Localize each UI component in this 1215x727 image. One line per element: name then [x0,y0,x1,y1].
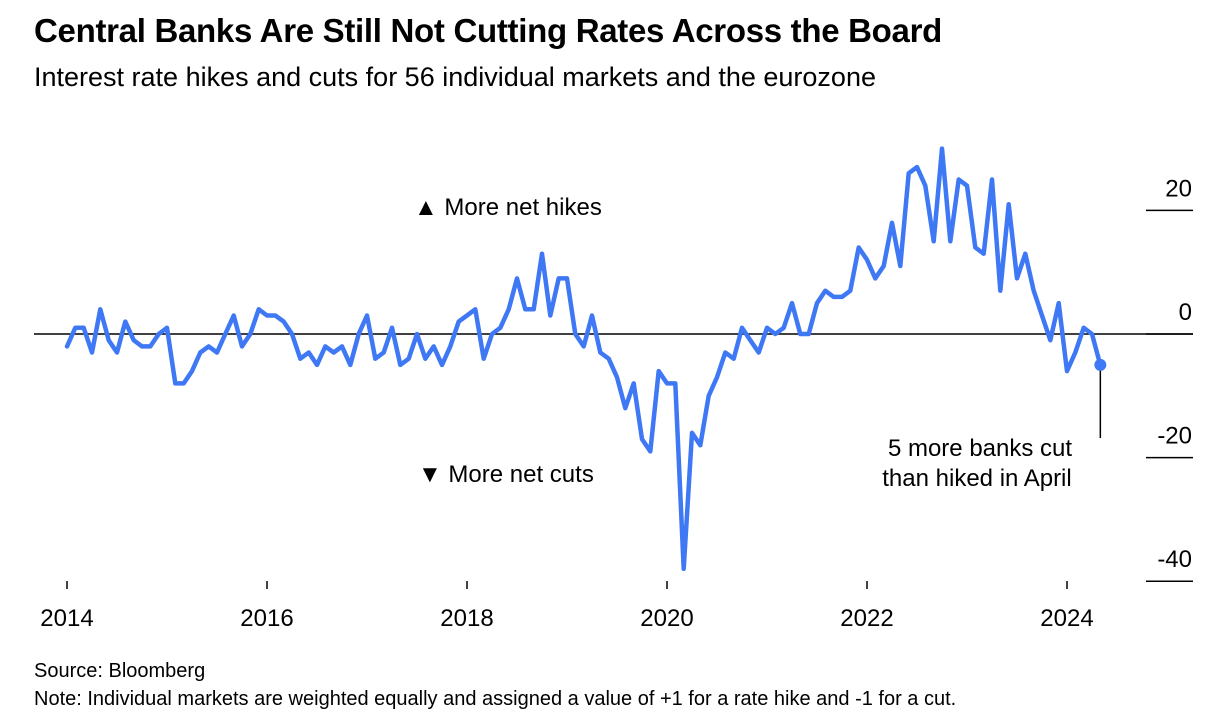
end-point-marker [1094,358,1107,371]
x-tick-label: 2022 [840,605,893,632]
annotation-more-net-hikes: ▲ More net hikes [414,194,602,221]
y-axis: 20 0 -20 -40 [1146,175,1193,582]
x-tick-label: 2016 [240,605,293,632]
chart-title: Central Banks Are Still Not Cutting Rate… [34,12,942,49]
y-tick-label: 0 [1179,299,1192,326]
source-note: Source: Bloomberg [34,660,206,682]
x-tick-label: 2014 [40,605,93,632]
y-tick-label: -40 [1157,546,1192,573]
annotation-april-line2: than hiked in April [882,465,1071,492]
annotation-more-net-cuts: ▼ More net cuts [418,461,594,488]
annotation-april-line1: 5 more banks cut [888,435,1072,462]
series-line [64,146,1103,572]
x-tick-label: 2018 [440,605,493,632]
x-tick-label: 2020 [640,605,693,632]
line-chart: 20 0 -20 -40 2014 2016 2018 2020 2022 2024 ▲ Mor… [34,146,1193,632]
y-tick-label: -20 [1157,423,1192,450]
methodology-note: Note: Individual markets are weighted eq… [34,688,957,710]
x-axis: 2014 2016 2018 2020 2022 2024 [40,581,1094,632]
chart-subtitle: Interest rate hikes and cuts for 56 indi… [34,62,876,92]
y-tick-label: 20 [1165,175,1192,202]
x-tick-label: 2024 [1040,605,1093,632]
